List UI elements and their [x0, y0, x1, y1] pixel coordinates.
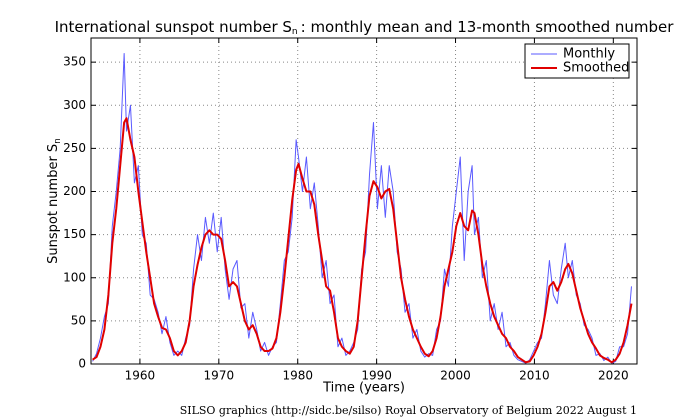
x-tick-label: 1960	[125, 369, 156, 383]
x-tick-label: 1970	[204, 369, 235, 383]
x-tick-label: 2020	[598, 369, 629, 383]
series-line	[92, 117, 633, 364]
y-axis-label: Sunspot number Sn	[46, 138, 63, 264]
y-tick-label: 250	[63, 141, 86, 155]
y-tick-label: 50	[71, 313, 86, 327]
chart-title: International sunspot number Sn: monthly…	[55, 18, 675, 37]
y-tick-label: 350	[63, 55, 86, 69]
legend-label: Monthly	[563, 47, 615, 62]
footer: SILSO graphics (http://sidc.be/silso) Ro…	[180, 404, 637, 417]
title-main: International sunspot number S	[55, 18, 292, 36]
y-tick-label: 150	[63, 227, 86, 241]
ylabel-main: Sunspot number S	[46, 144, 61, 264]
plot-frame	[90, 37, 638, 365]
x-tick-label: 1980	[282, 369, 313, 383]
x-tick-label: 1990	[361, 369, 392, 383]
x-tick-label: 2010	[519, 369, 550, 383]
legend-label: Smoothed	[563, 61, 629, 76]
ylabel-subscript: n	[53, 138, 63, 144]
x-tick-label: 2000	[440, 369, 471, 383]
y-tick-label: 100	[63, 270, 86, 284]
y-tick-label: 200	[63, 184, 86, 198]
y-tick-label: 300	[63, 98, 86, 112]
title-rest: : monthly mean and 13-month smoothed num…	[301, 18, 675, 36]
y-tick-label: 0	[78, 357, 86, 371]
legend-box	[524, 43, 630, 79]
x-axis-label: Time (years)	[322, 381, 405, 396]
title-subscript: n	[292, 27, 298, 37]
